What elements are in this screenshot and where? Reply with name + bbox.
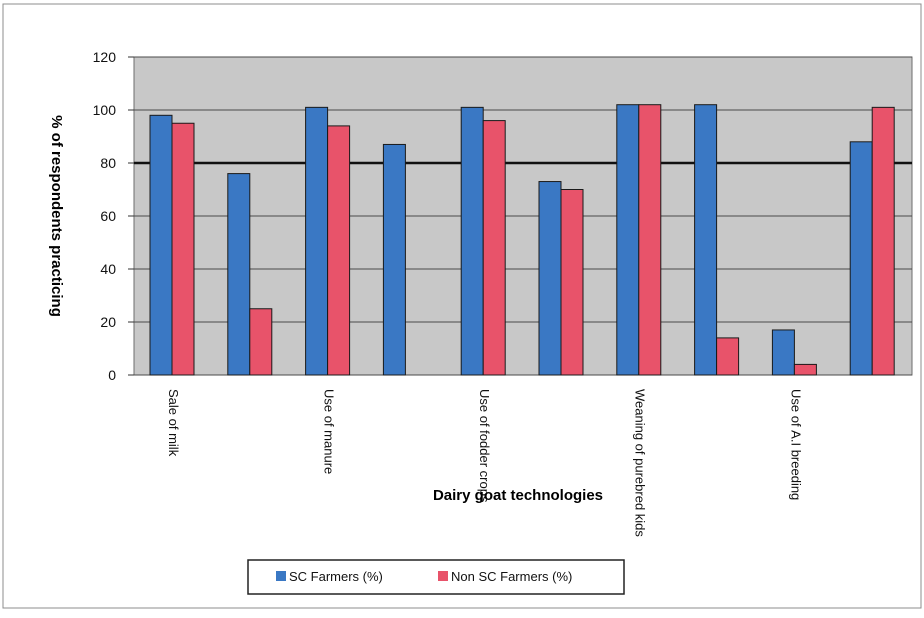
- bars: [149, 104, 895, 376]
- bar-non-sc-6: [560, 189, 584, 376]
- bar-sc-2: [227, 173, 251, 376]
- bar-non-sc-2: [249, 308, 273, 376]
- y-tick-label: 40: [100, 261, 116, 277]
- legend: SC Farmers (%) Non SC Farmers (%): [247, 559, 625, 595]
- legend-label-non-sc: Non SC Farmers (%): [451, 569, 572, 584]
- bar-non-sc-10: [871, 106, 895, 376]
- y-tick-label: 120: [93, 49, 117, 65]
- x-axis-label: Dairy goat technologies: [433, 487, 603, 504]
- bar-sc-10: [849, 141, 873, 376]
- bar-sc-4: [382, 143, 406, 376]
- x-category-label: Use of manure: [322, 389, 337, 474]
- bar-non-sc-9: [793, 363, 817, 376]
- legend-box: [247, 559, 625, 595]
- y-tick-label: 20: [100, 314, 116, 330]
- bar-non-sc-1: [171, 122, 195, 376]
- bar-non-sc-7: [638, 104, 662, 376]
- x-category-label: Weaning of purebred kids: [633, 389, 648, 537]
- bar-non-sc-5: [482, 120, 506, 376]
- bar-sc-1: [149, 114, 173, 376]
- y-axis-label: % of respondents practicing: [48, 115, 65, 317]
- bar-non-sc-3: [327, 125, 351, 376]
- y-tick-label: 100: [93, 102, 117, 118]
- legend-swatch-sc: [276, 571, 286, 581]
- x-category-labels: Sale of milk Use of manure Use of fodder c…: [166, 389, 803, 537]
- y-tick-label: 80: [100, 155, 116, 171]
- bar-sc-3: [305, 106, 329, 376]
- legend-label-sc: SC Farmers (%): [289, 569, 383, 584]
- bar-sc-7: [616, 104, 640, 376]
- y-tick-label: 0: [108, 367, 116, 383]
- bar-sc-6: [538, 181, 562, 376]
- x-category-label: Use of A.I breeding: [788, 389, 803, 500]
- legend-swatch-non-sc: [438, 571, 448, 581]
- y-ticks: 0 20 40 60 80 100 120: [93, 49, 134, 383]
- bar-sc-9: [771, 329, 795, 376]
- x-category-label: Sale of milk: [166, 389, 181, 457]
- y-tick-label: 60: [100, 208, 116, 224]
- bar-non-sc-8: [716, 337, 740, 376]
- x-category-label: Use of fodder crops: [477, 389, 492, 503]
- bar-sc-8: [694, 104, 718, 376]
- outer-frame: [2, 3, 922, 609]
- bar-sc-5: [460, 106, 484, 376]
